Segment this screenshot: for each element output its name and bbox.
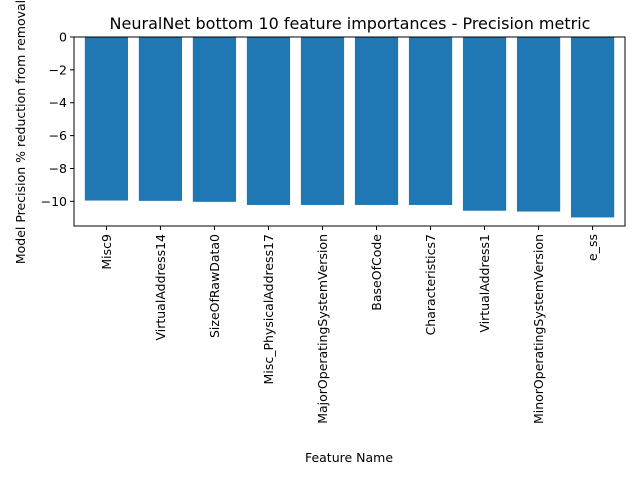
bar-BaseOfCode <box>354 37 399 205</box>
x-tick-label: e_ss <box>585 234 600 261</box>
y-tick-label: −6 <box>49 128 67 143</box>
x-tick-label: Misc_PhysicalAddress17 <box>261 234 276 384</box>
y-axis-ticks: 0 −2 −4 −6 −8 −10 <box>41 30 74 209</box>
y-tick-label: −10 <box>41 194 67 209</box>
x-tick-label: Misc9 <box>99 234 114 270</box>
bars-group <box>84 37 615 218</box>
chart-title: NeuralNet bottom 10 feature importances … <box>110 14 591 33</box>
x-tick-label: MajorOperatingSystemVersion <box>315 234 330 424</box>
bar-MajorOperatingSystemVersion <box>300 37 345 205</box>
bar-MinorOperatingSystemVersion <box>516 37 561 212</box>
x-tick-label: VirtualAddress14 <box>153 234 168 341</box>
x-tick-label: Characteristics7 <box>423 234 438 335</box>
bar-SizeOfRawData0 <box>192 37 237 202</box>
bar-Misc9 <box>84 37 129 201</box>
bar-Misc_PhysicalAddress17 <box>246 37 291 205</box>
y-tick-label: −2 <box>49 62 67 77</box>
y-tick-label: −8 <box>49 161 67 176</box>
x-tick-label: SizeOfRawData0 <box>207 234 222 338</box>
x-axis-ticks: Misc9 VirtualAddress14 SizeOfRawData0 Misc_… <box>99 226 600 424</box>
y-tick-label: 0 <box>59 30 67 45</box>
x-tick-label: VirtualAddress1 <box>477 234 492 333</box>
y-tick-label: −4 <box>49 95 67 110</box>
bar-e_ss <box>570 37 615 218</box>
x-axis-label: Feature Name <box>305 450 393 465</box>
x-tick-label: BaseOfCode <box>369 234 384 311</box>
y-axis-label: Model Precision % reduction from removal <box>13 0 28 264</box>
plot-frame <box>73 36 626 227</box>
bar-VirtualAddress1 <box>462 37 507 211</box>
bar-Characteristics7 <box>408 37 453 205</box>
bar-VirtualAddress14 <box>138 37 183 201</box>
x-tick-label: MinorOperatingSystemVersion <box>531 234 546 424</box>
